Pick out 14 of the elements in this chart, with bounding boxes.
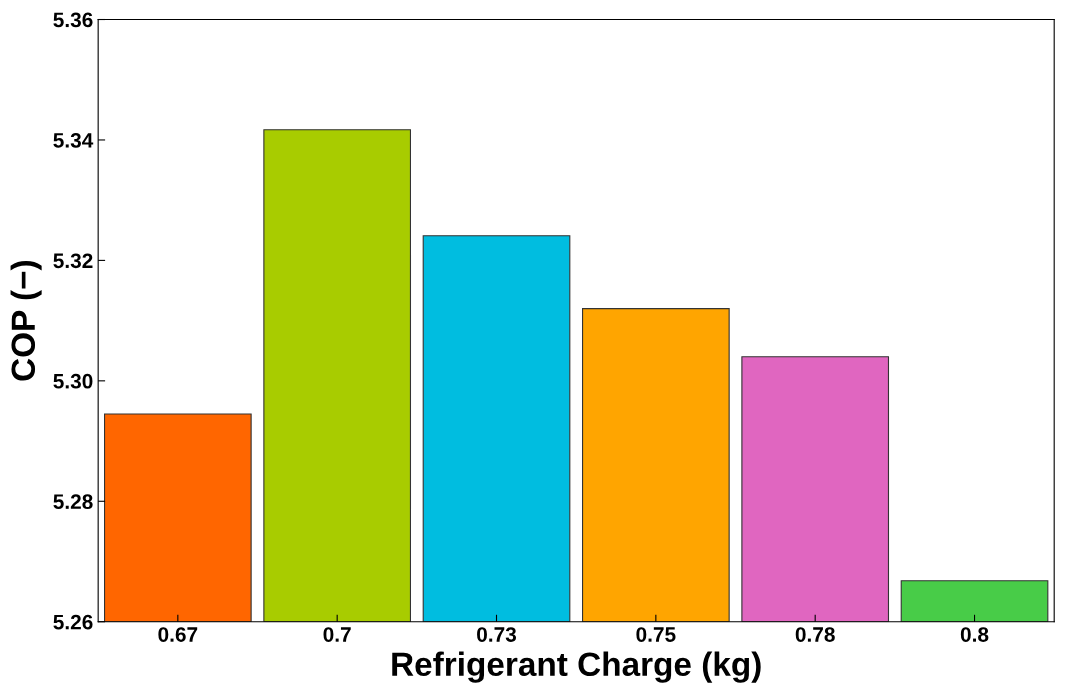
y-axis-title: COP (−) [10,260,42,381]
y-tick-label: 5.26 [53,614,93,630]
x-tick-label: 0.75 [636,627,676,642]
y-tick-label: 5.34 [53,132,94,148]
x-tick-label: 0.8 [960,627,989,642]
y-tick-label: 5.28 [53,494,93,510]
x-axis-title: Refrigerant Charge (kg) [392,651,761,683]
y-tick-label: 5.32 [53,253,93,269]
y-tick-label: 5.36 [53,12,93,28]
x-tick-label: 0.67 [158,627,198,642]
x-tick-label: 0.78 [795,627,835,642]
x-tick-label: 0.73 [477,627,517,642]
x-tick-label: 0.7 [323,627,351,642]
y-tick-label: 5.30 [53,373,93,389]
